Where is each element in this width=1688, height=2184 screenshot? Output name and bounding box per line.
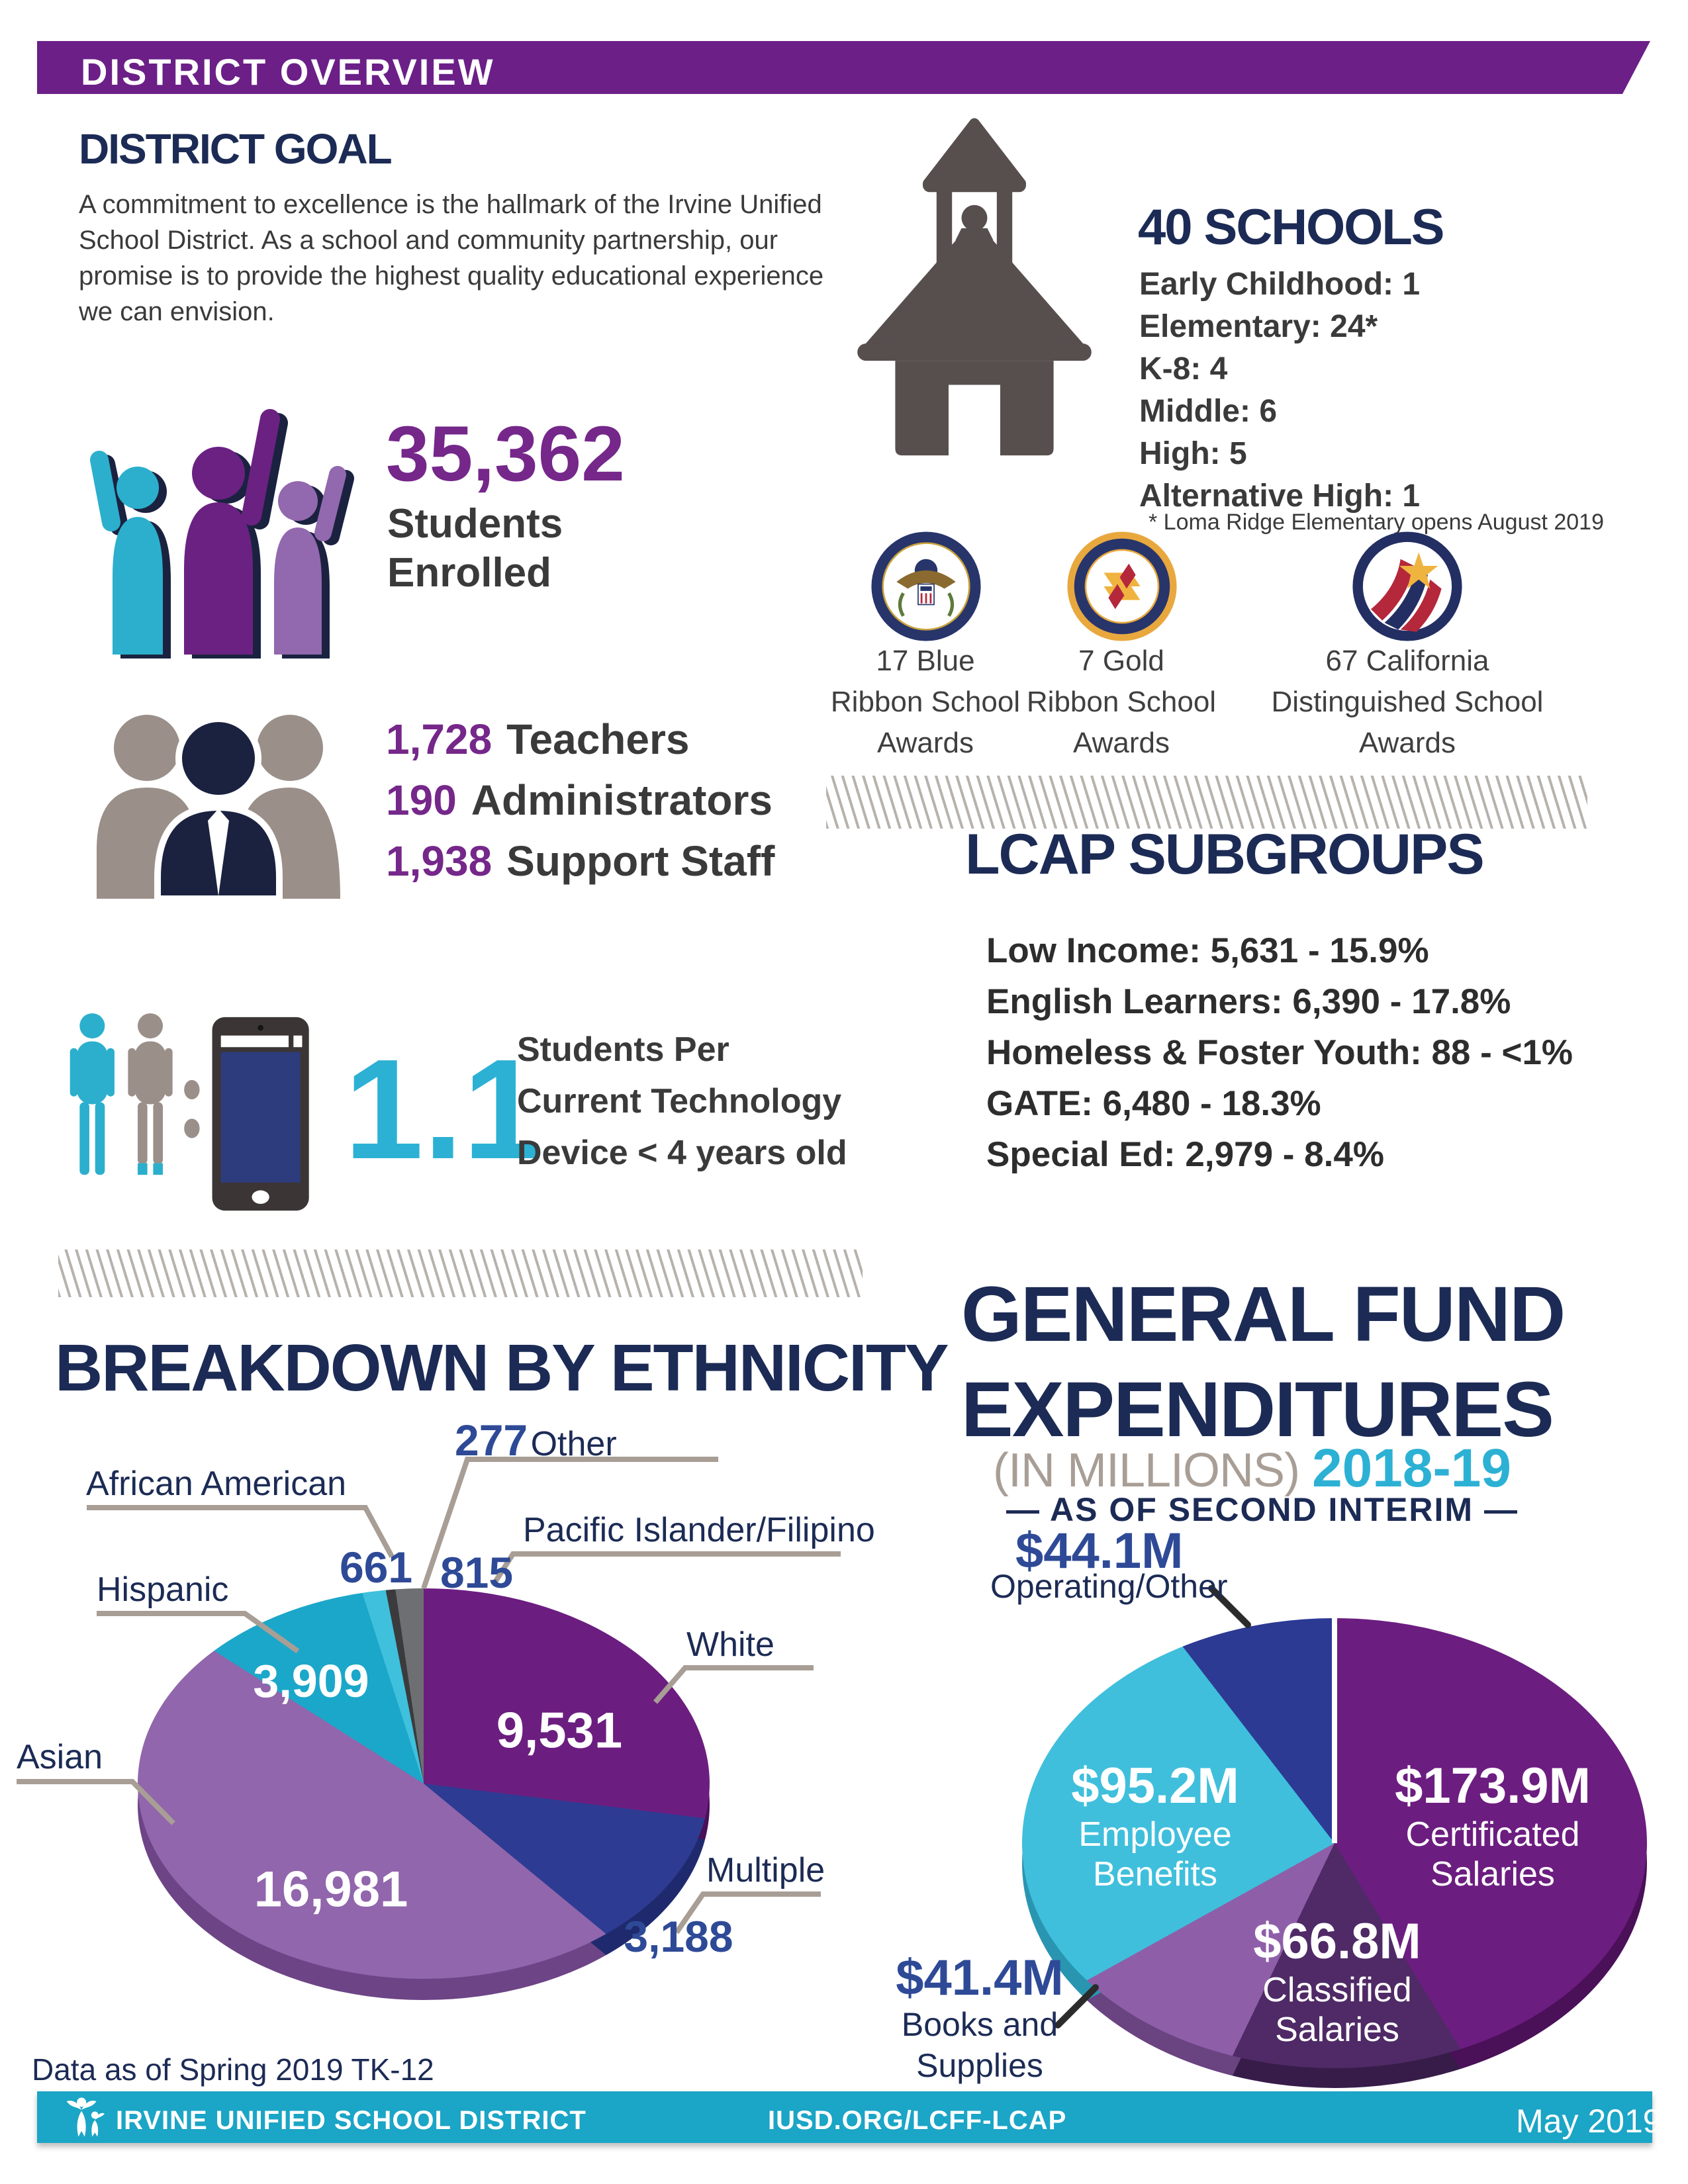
footer-bar (37, 2091, 1652, 2143)
schools-list-item: Early Childhood: 1 (1139, 267, 1421, 302)
callout-hispanic: Hispanic (97, 1570, 229, 1609)
books-supplies-label-line2: Supplies (916, 2047, 1043, 2084)
ethnicity-pie-chart (138, 1588, 710, 1979)
staff-trio-icon (97, 715, 340, 899)
slice-value-hispanic: 3,909 (253, 1655, 369, 1707)
district-goal-heading: DISTRICT GOAL (79, 125, 393, 173)
schools-list-item: K-8: 4 (1139, 351, 1228, 387)
enrollment-label-line1: Students (387, 501, 563, 547)
schools-list-item: Middle: 6 (1139, 394, 1278, 429)
footer-url: IUSD.ORG/LCFF-LCAP (768, 2106, 1067, 2135)
award-label-distinguished: 67 California Distinguished School Award… (1271, 645, 1544, 759)
divider-hatch-right (826, 776, 1587, 829)
schools-list-item: Elementary: 24* (1139, 309, 1378, 344)
general-fund-title-line1: GENERAL FUND (961, 1271, 1566, 1358)
students-device-icon (70, 1013, 309, 1211)
page-title: DISTRICT OVERVIEW (81, 51, 495, 93)
divider-hatch-left (58, 1250, 863, 1297)
callout-pacific-islander: Pacific Islander/Filipino (523, 1511, 875, 1549)
staff-row-support: 1,938 Support Staff (386, 837, 775, 885)
operating-amount: $44.1M (1015, 1523, 1184, 1579)
books-supplies-amount: $41.4M (896, 1950, 1064, 2006)
employee-benefits-label: $95.2M Employee Benefits (1071, 1758, 1239, 1893)
lcap-item: Special Ed: 2,979 - 8.4% (986, 1135, 1384, 1174)
schools-heading: 40 SCHOOLS (1138, 199, 1444, 255)
operating-label: Operating/Other (990, 1568, 1228, 1605)
schools-list: Early Childhood: 1 Elementary: 24* K-8: … (1139, 263, 1420, 518)
slice-value-white: 9,531 (496, 1702, 623, 1759)
tech-label-line3: Device < 4 years old (517, 1134, 847, 1172)
callout-african-american: African American (86, 1465, 347, 1503)
lcap-item: English Learners: 6,390 - 17.8% (986, 982, 1511, 1021)
iusd-logo-icon (66, 2097, 105, 2137)
cyan-shoe (138, 1163, 148, 1175)
lcap-heading: LCAP SUBGROUPS (965, 823, 1485, 886)
tablet-icon (212, 1017, 309, 1211)
callout-white: White (686, 1625, 774, 1664)
lcap-item: Low Income: 5,631 - 15.9% (986, 931, 1429, 970)
certificated-salaries-label: $173.9M Certificated Salaries (1395, 1758, 1591, 1893)
callout-asian: Asian (17, 1738, 103, 1776)
enrollment-number: 35,362 (386, 410, 625, 498)
schools-list-item: High: 5 (1139, 436, 1247, 471)
staff-row-teachers: 1,728 Teachers (386, 715, 690, 763)
general-fund-interim: — AS OF SECOND INTERIM — (1006, 1491, 1519, 1528)
footer-district-name: IRVINE UNIFIED SCHOOL DISTRICT (116, 2106, 586, 2135)
leader-pacific-islander (491, 1551, 841, 1587)
callout-multiple-value: 3,188 (624, 1912, 733, 1961)
classified-salaries-label: $66.8M Classified Salaries (1253, 1913, 1421, 2049)
schoolhouse-icon (857, 118, 1092, 456)
books-supplies-label-line1: Books and (901, 2006, 1058, 2043)
ethnicity-heading: BREAKDOWN BY ETHNICITY (55, 1331, 949, 1405)
cyan-shoe (153, 1163, 163, 1175)
enrollment-label-line2: Enrolled (387, 550, 552, 596)
ethnicity-footnote: Data as of Spring 2019 TK-12 (32, 2052, 434, 2087)
callout-african-american-value: 661 (339, 1543, 413, 1592)
schools-footnote: * Loma Ridge Elementary opens August 201… (1149, 510, 1605, 535)
tech-label-line2: Current Technology (517, 1082, 842, 1120)
tech-label-line1: Students Per (517, 1030, 729, 1069)
lcap-item: GATE: 6,480 - 18.3% (986, 1084, 1321, 1123)
schools-list-item: Alternative High: 1 (1139, 478, 1421, 514)
pie-slice-seam (1332, 1618, 1337, 1843)
slice-value-asian: 16,981 (254, 1861, 408, 1918)
california-distinguished-seal-icon (1352, 531, 1462, 641)
device-ratio: 1.1 (344, 1029, 542, 1189)
callout-pacific-islander-value: 815 (440, 1548, 514, 1597)
callout-other: 277 Other (455, 1416, 617, 1465)
staff-row-administrators: 190 Administrators (386, 776, 773, 824)
lcap-list: Low Income: 5,631 - 15.9% English Learne… (986, 925, 1573, 1180)
general-fund-subtitle: (IN MILLIONS) 2018-19 (993, 1438, 1512, 1498)
footer-date: May 2019 (1516, 2103, 1662, 2140)
blue-ribbon-seal-icon (871, 531, 981, 641)
gold-ribbon-seal-icon (1067, 531, 1177, 641)
general-fund-title-line2: EXPENDITURES (961, 1366, 1554, 1453)
tie-shape (208, 809, 229, 896)
header-band (37, 41, 1650, 94)
district-goal-text: A commitment to excellence is the hallma… (79, 190, 824, 326)
students-raised-hands-icon (90, 409, 354, 659)
award-label-gold-ribbon: 7 Gold Ribbon School Awards (1026, 645, 1217, 759)
award-label-blue-ribbon: 17 Blue Ribbon School Awards (830, 645, 1021, 759)
lcap-item: Homeless & Foster Youth: 88 - <1% (986, 1033, 1573, 1072)
general-fund-year: 2018-19 (1312, 1438, 1512, 1498)
callout-multiple: Multiple (706, 1851, 825, 1889)
